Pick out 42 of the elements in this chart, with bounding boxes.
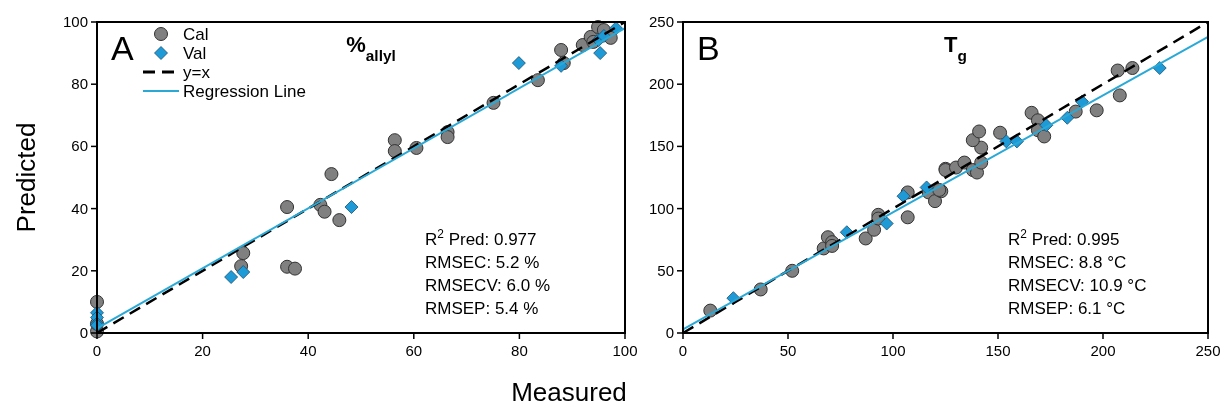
y-tick-label: 20: [71, 261, 88, 279]
annotation: B: [697, 29, 720, 67]
x-tick-label: 50: [779, 342, 797, 359]
x-tick-label: 200: [1090, 342, 1116, 359]
x-tick-label: 60: [405, 342, 423, 359]
y-tick-label: 250: [648, 13, 674, 30]
x-tick-label: 100: [612, 342, 638, 359]
annotation: RMSEC: 8.8 °C: [1008, 253, 1127, 272]
annotation: R$^{2}$ Pred: 0.977: [425, 227, 537, 249]
y-tick-label: 100: [62, 13, 88, 30]
text: T$_{g}$: [944, 32, 967, 64]
annotation: A: [111, 29, 134, 67]
y-tick-label: 0: [665, 324, 674, 341]
legend-label: Regression Line: [183, 82, 306, 101]
x-axis-title: Measured: [511, 377, 627, 407]
annotation: RMSEP: 5.4 %: [425, 299, 539, 318]
y-tick-label: 150: [648, 137, 674, 155]
y-tick-label: 80: [71, 75, 88, 93]
annotation: RMSECV: 6.0 %: [425, 276, 551, 295]
y-tick-label: 60: [71, 137, 88, 155]
y-tick-label: 200: [648, 75, 674, 93]
annotation: RMSEC: 5.2 %: [425, 253, 540, 272]
legend-label: y=x: [183, 63, 211, 82]
annotation: R$^{2}$ Pred: 0.995: [1008, 227, 1120, 249]
y-tick-label: 40: [71, 199, 88, 217]
x-tick-label: 20: [194, 342, 211, 359]
x-tick-label: 0: [678, 342, 688, 359]
annotation: RMSECV: 10.9 °C: [1008, 276, 1147, 295]
x-tick-label: 40: [299, 342, 317, 359]
y-tick-label: 100: [648, 199, 674, 217]
y-tick-label: 50: [657, 261, 674, 279]
text: %$_{allyl}$: [346, 32, 396, 64]
x-tick-label: 0: [92, 342, 102, 359]
x-tick-label: 100: [880, 342, 906, 359]
annotation: RMSEP: 6.1 °C: [1008, 299, 1126, 318]
y-axis-title: Predicted: [11, 122, 41, 233]
x-tick-label: 150: [985, 342, 1011, 359]
x-tick-label: 250: [1195, 342, 1221, 359]
y-tick-label: 0: [79, 324, 88, 341]
legend-label: Cal: [183, 25, 209, 44]
legend-label: Val: [183, 44, 207, 63]
x-tick-label: 80: [511, 342, 528, 359]
